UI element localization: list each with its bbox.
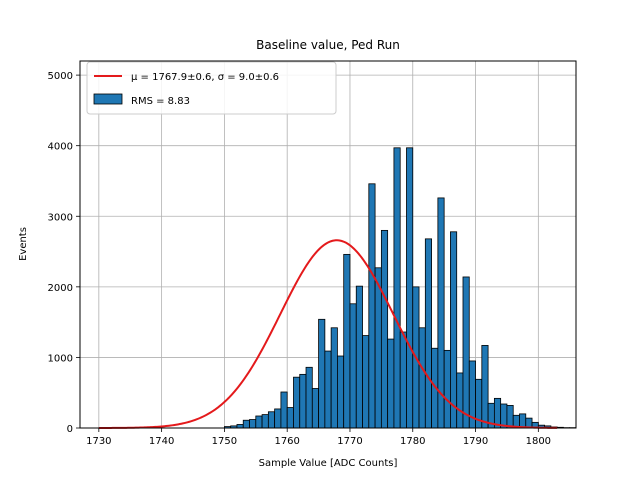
histogram-bar bbox=[293, 376, 301, 429]
histogram-bar bbox=[242, 419, 250, 429]
x-axis-label: Sample Value [ADC Counts] bbox=[259, 458, 398, 469]
histogram-bar bbox=[337, 355, 345, 429]
histogram-bar bbox=[324, 350, 332, 429]
plot-area: 1730 1740 1750 1760 1770 1780 1790 1800 0 1000 200… bbox=[48, 60, 577, 447]
histogram-bar bbox=[236, 424, 244, 429]
y-tick-label: 5000 bbox=[48, 71, 73, 82]
histogram-bar bbox=[299, 373, 307, 429]
histogram-bar bbox=[255, 415, 263, 429]
histogram-bar bbox=[462, 276, 470, 429]
gaussian-fit-line bbox=[98, 239, 558, 429]
y-tick-label: 4000 bbox=[48, 142, 73, 153]
histogram-bar bbox=[330, 327, 338, 429]
y-axis-label: Events bbox=[18, 227, 29, 261]
histogram-bar bbox=[443, 349, 451, 429]
histogram-bar bbox=[286, 407, 294, 429]
x-tick-label: 1770 bbox=[337, 436, 362, 447]
histogram-bar bbox=[406, 147, 414, 429]
legend: μ = 1767.9±0.6, σ = 9.0±0.6 RMS = 8.83 bbox=[86, 61, 337, 115]
y-tick-label: 0 bbox=[67, 424, 73, 435]
histogram-bar bbox=[318, 318, 326, 429]
histogram-bar bbox=[380, 229, 389, 429]
histogram-bar bbox=[456, 372, 464, 429]
legend-hist-swatch bbox=[93, 93, 123, 105]
y-tick-label: 3000 bbox=[48, 212, 73, 223]
legend-fit-label: μ = 1767.9±0.6, σ = 9.0±0.6 bbox=[131, 72, 279, 83]
histogram-bar bbox=[280, 391, 288, 429]
histogram-bar bbox=[343, 253, 351, 429]
x-tick-label: 1730 bbox=[86, 436, 111, 447]
x-tick-label: 1740 bbox=[149, 436, 174, 447]
y-tick-label: 1000 bbox=[48, 353, 73, 364]
histogram-bar bbox=[261, 414, 269, 429]
x-tick-label: 1780 bbox=[400, 436, 425, 447]
x-tick-label: 1800 bbox=[526, 436, 551, 447]
histogram-bar bbox=[424, 238, 432, 429]
histogram-bar bbox=[311, 388, 319, 429]
histogram-bar bbox=[374, 267, 382, 429]
histogram-bar bbox=[393, 147, 401, 429]
x-tick-label: 1790 bbox=[463, 436, 488, 447]
histogram-bar bbox=[249, 419, 257, 429]
histogram-bar bbox=[267, 411, 276, 429]
legend-box bbox=[86, 61, 337, 115]
histogram-bar bbox=[368, 183, 376, 429]
histogram-bar bbox=[481, 345, 489, 429]
histogram-bar bbox=[519, 413, 527, 429]
axes-frame bbox=[79, 60, 577, 429]
histogram-bar bbox=[274, 408, 282, 429]
x-tick-label: 1760 bbox=[274, 436, 299, 447]
histogram-bar bbox=[506, 405, 514, 429]
x-tick-label: 1750 bbox=[212, 436, 237, 447]
histogram-bar bbox=[399, 331, 407, 429]
chart-title: Baseline value, Ped Run bbox=[256, 38, 400, 52]
histogram-bar bbox=[349, 303, 357, 429]
histogram-bar bbox=[305, 366, 313, 429]
histogram-bar bbox=[387, 338, 395, 429]
histogram-bar bbox=[362, 335, 370, 429]
histogram-bar bbox=[418, 327, 426, 429]
histogram-bar bbox=[355, 285, 363, 429]
y-tick-label: 2000 bbox=[48, 283, 73, 294]
histogram-bar bbox=[450, 231, 458, 429]
legend-hist-label: RMS = 8.83 bbox=[131, 96, 190, 107]
